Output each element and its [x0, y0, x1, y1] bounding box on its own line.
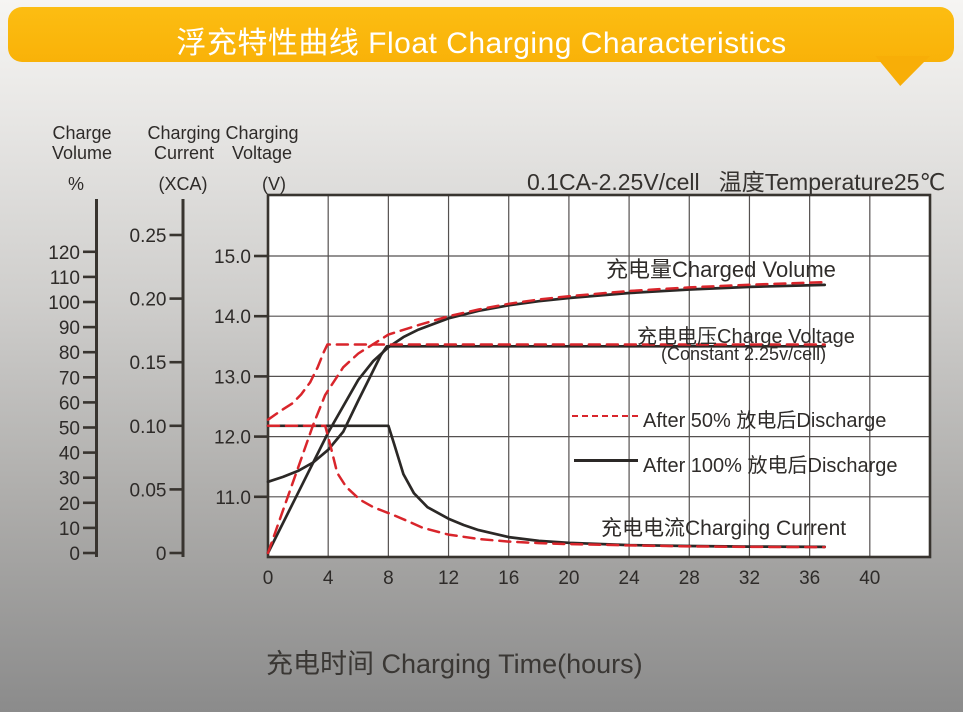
voltage-axis-title-line1: Charging	[225, 123, 299, 143]
legend-dashed-line-sample	[572, 415, 638, 417]
curve-charged_volume_after_100_discharge	[266, 283, 827, 555]
volume-axis-unit: %	[67, 174, 84, 194]
curve-charge_voltage_after_50_discharge	[266, 343, 826, 421]
x-tick-label-4: 4	[323, 568, 334, 589]
current-tick-label-0.20: 0.20	[130, 290, 167, 311]
x-tick-label-20: 20	[558, 568, 579, 589]
x-tick-label-32: 32	[739, 568, 760, 589]
x-tick-label-28: 28	[679, 568, 700, 589]
volume-tick-label-10: 10	[59, 519, 80, 540]
current-axis-title-line1: Charging	[147, 123, 221, 143]
legend-after-50-discharge: After 50% 放电后Discharge	[643, 410, 887, 432]
charged-volume-curve-label: 充电量Charged Volume	[606, 257, 836, 282]
x-tick-label-8: 8	[383, 568, 394, 589]
current-tick-label-0.25: 0.25	[130, 226, 167, 247]
volume-axis-title: Charge Volume	[30, 123, 134, 163]
volume-axis-title-line1: Charge	[52, 123, 112, 143]
volume-axis	[83, 199, 98, 557]
current-axis-title: Charging Current	[136, 123, 232, 163]
curve-charged_volume_after_50_discharge	[266, 280, 826, 555]
current-axis-unit: (XCA)	[158, 174, 208, 194]
charging-current-curve-label: 充电电流Charging Current	[601, 517, 847, 540]
current-axis	[169, 199, 185, 557]
current-tick-label-0.15: 0.15	[130, 353, 167, 374]
charge-voltage-curve-label: 充电电压Charge Voltage	[637, 326, 855, 348]
volume-axis-title-line2: Volume	[51, 143, 113, 163]
voltage-tick-label-11.0: 11.0	[215, 488, 251, 509]
test-condition-label: 0.1CA-2.25V/cell 温度Temperature25℃	[527, 169, 946, 195]
voltage-axis-title-line2: Voltage	[231, 143, 293, 163]
curve-charging_current_after_50_discharge	[266, 424, 826, 549]
volume-tick-label-90: 90	[59, 318, 80, 339]
volume-tick-label-120: 120	[48, 243, 80, 264]
x-tick-label-16: 16	[498, 568, 519, 589]
x-tick-label-36: 36	[799, 568, 820, 589]
volume-tick-label-50: 50	[59, 419, 80, 440]
x-tick-label-24: 24	[619, 568, 641, 589]
x-tick-label-0: 0	[263, 568, 274, 589]
volume-tick-label-30: 30	[59, 469, 80, 490]
voltage-tick-label-15.0: 15.0	[214, 247, 251, 268]
page-title: 浮充特性曲线 Float Charging Characteristics	[176, 27, 787, 60]
grid-lines	[268, 195, 930, 557]
title-banner	[8, 7, 954, 62]
voltage-tick-label-14.0: 14.0	[214, 307, 251, 328]
volume-tick-label-110: 110	[50, 268, 80, 289]
voltage-tick-label-12.0: 12.0	[214, 428, 251, 449]
x-axis-label: 充电时间 Charging Time(hours)	[266, 649, 643, 679]
volume-tick-label-80: 80	[59, 343, 80, 364]
current-tick-label-0: 0	[156, 544, 167, 565]
voltage-axis-unit: (V)	[262, 174, 286, 194]
x-tick-label-12: 12	[438, 568, 459, 589]
voltage-axis	[254, 254, 269, 499]
legend-solid-line-sample	[574, 459, 638, 462]
volume-tick-label-100: 100	[48, 293, 80, 314]
current-tick-label-0.10: 0.10	[130, 417, 167, 438]
curve-charge_voltage_after_100_discharge	[266, 344, 827, 484]
volume-tick-label-0: 0	[69, 544, 80, 565]
x-tick-label-40: 40	[859, 568, 880, 589]
current-tick-label-0.05: 0.05	[130, 480, 167, 501]
volume-tick-label-40: 40	[59, 444, 80, 465]
constant-voltage-sublabel: (Constant 2.25v/cell)	[661, 344, 827, 364]
voltage-tick-label-13.0: 13.0	[214, 367, 251, 388]
volume-tick-label-20: 20	[59, 494, 80, 515]
volume-tick-label-60: 60	[59, 393, 80, 414]
legend-after-100-discharge: After 100% 放电后Discharge	[643, 455, 898, 477]
current-axis-title-line2: Current	[153, 143, 215, 163]
volume-tick-label-70: 70	[59, 368, 80, 389]
voltage-axis-title: Charging Voltage	[216, 123, 308, 163]
curve-charging_current_after_100_discharge	[266, 424, 827, 549]
